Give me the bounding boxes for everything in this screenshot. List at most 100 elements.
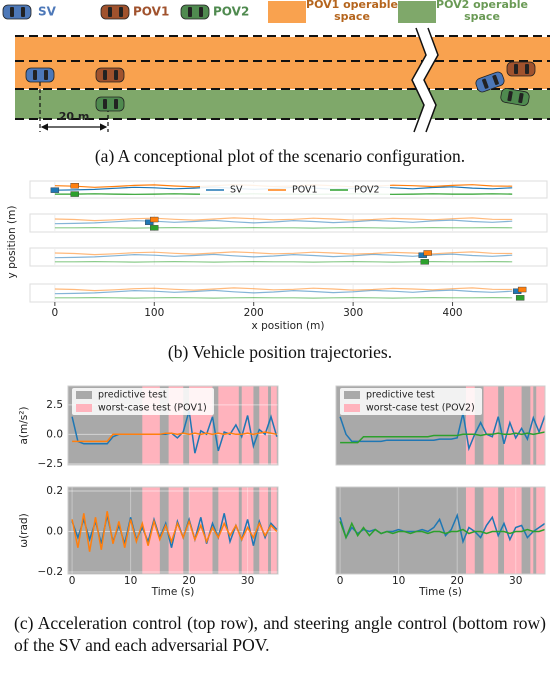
car-roof: [512, 92, 519, 102]
pov1-space: [15, 37, 550, 89]
car-window: [514, 64, 518, 74]
plot-lines: [339, 412, 545, 452]
vehicle-icon: [500, 88, 530, 106]
control-line: [71, 511, 278, 552]
legend-label: predictive test: [98, 390, 167, 401]
legend-label: POV2: [354, 185, 380, 196]
vehicle-icon: [25, 67, 55, 83]
x-axis-label: Time (s): [151, 586, 195, 598]
car-window: [114, 70, 118, 80]
car-roof: [486, 76, 495, 87]
x-axis-label: Time (s): [418, 586, 462, 598]
legend-label: worst-case test (POV1): [98, 403, 207, 414]
car-roof: [108, 70, 113, 80]
y-tick-label: 0.2: [46, 485, 63, 497]
trajectory-line: [54, 217, 513, 222]
trajectory-line: [54, 296, 513, 299]
trajectory-line: [54, 287, 513, 292]
x-tick-label: 100: [144, 307, 164, 319]
strip-frame: [29, 247, 548, 267]
distance-label: 20 m: [59, 110, 90, 123]
x-tick-label: 30: [509, 575, 522, 587]
y-tick-label: 2.5: [46, 399, 63, 411]
vehicle-icon: [100, 4, 130, 20]
plot-frame: [67, 385, 279, 466]
trajectory-line: [54, 289, 513, 295]
legend-box: [200, 183, 390, 197]
car-roof: [15, 7, 20, 17]
worst-case-shading: [218, 487, 239, 574]
worst-case-shading: [465, 386, 475, 465]
y-tick-label: −2.5: [38, 458, 64, 470]
x-tick-label: 0: [52, 307, 59, 319]
plot-lines: [71, 410, 278, 454]
car-roof: [38, 70, 43, 80]
break-line: [411, 27, 427, 133]
break-line: [423, 27, 439, 133]
plot-frame: [335, 385, 546, 466]
vehicle-marker: [420, 259, 429, 265]
legend-label: POV2 operable space: [436, 0, 528, 23]
x-tick-label: 0: [69, 575, 76, 587]
y-tick-label: 0.0: [46, 428, 63, 440]
legend-label: worst-case test (POV2): [366, 403, 475, 414]
plot-lines: [339, 512, 545, 545]
legend-swatch: [76, 391, 92, 399]
x-tick-label: 10: [124, 575, 137, 587]
car-roof: [113, 7, 118, 17]
car-window: [44, 70, 48, 80]
legend-a: SV POV1 POV2: [38, 1, 436, 23]
y-axis-label: a(m/s²): [18, 406, 30, 444]
legend-label: POV2: [213, 5, 249, 19]
worst-case-shading: [270, 487, 277, 574]
worst-case-shading: [483, 487, 499, 574]
x-tick-label: 30: [241, 575, 254, 587]
x-tick-label: 0: [337, 575, 344, 587]
vehicle-marker: [150, 225, 159, 231]
trajectory-line: [54, 260, 513, 263]
legend-box: [340, 388, 482, 415]
worst-case-shading: [504, 487, 522, 574]
car-window: [119, 7, 123, 17]
worst-case-shading: [189, 487, 213, 574]
car-window: [199, 7, 203, 17]
vehicle-marker: [70, 183, 79, 189]
car-roof: [108, 99, 113, 109]
car-roof: [193, 7, 198, 17]
legend-label: SV: [38, 5, 57, 19]
x-tick-label: 10: [392, 575, 405, 587]
y-axis-label: ω(rad): [18, 513, 30, 547]
control-line: [339, 412, 545, 452]
worst-case-shading: [218, 386, 239, 465]
car-window: [481, 78, 489, 89]
control-line: [72, 431, 277, 443]
vehicle-marker: [150, 216, 159, 223]
control-line: [339, 521, 545, 540]
worst-case-shading: [241, 487, 254, 574]
lane-lines: [15, 35, 550, 120]
y-axis-label: y position (m): [6, 206, 18, 279]
vehicle-marker: [145, 219, 154, 226]
vehicle-marker: [423, 250, 432, 256]
strip-frame: [29, 283, 548, 303]
vehicle-marker: [517, 286, 527, 293]
plot-lines: [71, 511, 278, 552]
car-window: [492, 74, 499, 86]
legend-swatch: [344, 391, 360, 399]
x-tick-label: 300: [343, 307, 363, 319]
x-tick-label: 20: [450, 575, 463, 587]
caption: (c) Acceleration control (top row), and …: [14, 613, 546, 655]
vehicle-icon: [2, 4, 32, 20]
worst-case-shading: [259, 386, 269, 465]
car-roof: [519, 64, 524, 74]
car-window: [21, 7, 25, 17]
vehicle-marker: [515, 295, 525, 301]
y-tick-label: −0.2: [38, 566, 64, 578]
vehicle-icon: [95, 96, 125, 112]
distance-marker: [39, 82, 109, 132]
x-tick-label: 400: [443, 307, 463, 319]
car-window: [10, 7, 14, 17]
road: 20 m: [15, 27, 550, 133]
legend-swatch: [76, 404, 92, 412]
